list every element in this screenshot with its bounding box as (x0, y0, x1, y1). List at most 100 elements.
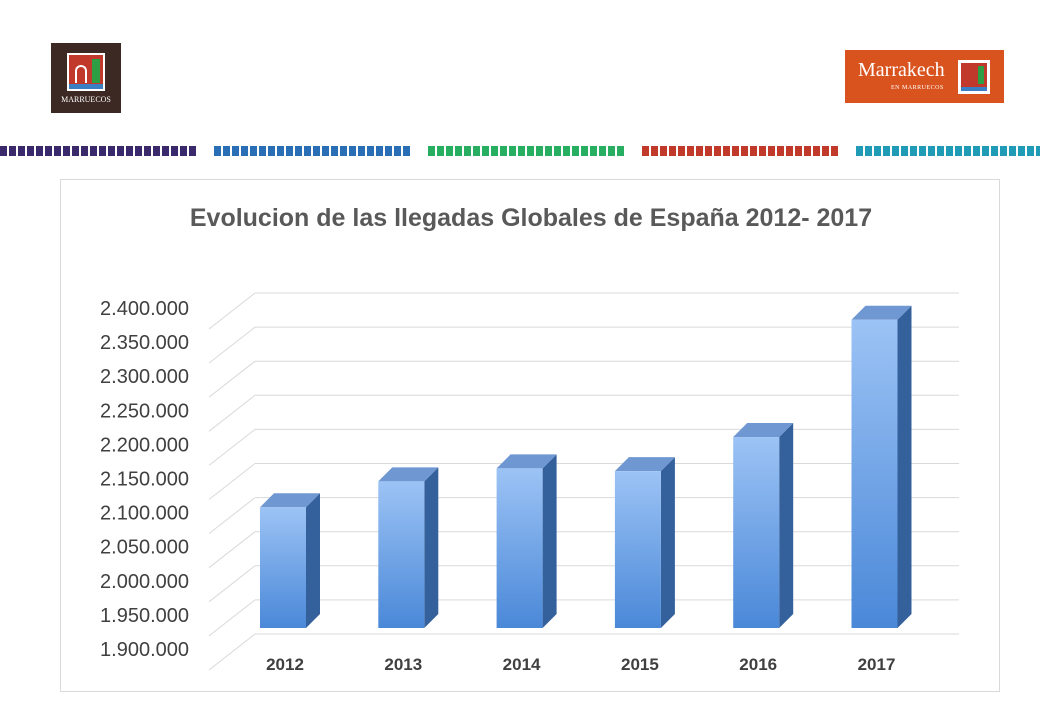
stripe-tile (81, 146, 88, 156)
x-tick-label: 2012 (266, 655, 304, 674)
bar-side (542, 454, 557, 628)
stripe-tile (322, 146, 329, 156)
stripe-tile (491, 146, 498, 156)
stripe-tile (223, 146, 230, 156)
bar-top (260, 493, 320, 508)
stripe-tile (403, 146, 410, 156)
decorative-mosaic-stripe (0, 146, 1040, 156)
bar-top (378, 467, 439, 482)
stripe-tile (135, 146, 142, 156)
bar-front (851, 319, 898, 628)
stripe-tile (108, 146, 115, 156)
y-tick-label: 2.150.000 (100, 469, 189, 491)
stripe-tile (473, 146, 480, 156)
bar-2016 (733, 423, 794, 628)
y-tick-label: 2.400.000 (100, 298, 189, 320)
stripe-tile (883, 146, 890, 156)
stripe-tile (545, 146, 552, 156)
x-tick-label: 2013 (384, 655, 422, 674)
gridline-side (208, 531, 256, 569)
marruecos-emblem-icon (67, 53, 105, 91)
stripe-tile (768, 146, 775, 156)
y-tick-label: 2.300.000 (100, 366, 189, 388)
stripe-tile (268, 146, 275, 156)
stripe-tile (117, 146, 124, 156)
marruecos-logo: MARRUECOS (51, 43, 121, 113)
stripe-tile (714, 146, 721, 156)
bar-side (660, 457, 675, 628)
stripe-tile (973, 146, 980, 156)
gridline-side (208, 497, 256, 534)
stripe-tile (1009, 146, 1016, 156)
y-tick-label: 2.000.000 (100, 571, 189, 593)
stripe-tile (500, 146, 507, 156)
stripe-tile (394, 146, 401, 156)
stripe-tile (428, 146, 435, 156)
stripe-tile (669, 146, 676, 156)
stripe-tile (455, 146, 462, 156)
stripe-tile (822, 146, 829, 156)
stripe-tile (946, 146, 953, 156)
arrivals-bar-chart: Evolucion de las llegadas Globales de Es… (100, 204, 959, 674)
bar-top (851, 305, 912, 320)
stripe-tile (63, 146, 70, 156)
stripe-tile (349, 146, 356, 156)
stripe-tile (340, 146, 347, 156)
stripe-tile (99, 146, 106, 156)
stripe-tile (509, 146, 516, 156)
stripe-tile (259, 146, 266, 156)
stripe-tile (1036, 146, 1040, 156)
stripe-tile (90, 146, 97, 156)
stripe-tile (313, 146, 320, 156)
y-tick-label: 2.350.000 (100, 332, 189, 354)
x-tick-label: 2016 (739, 655, 777, 674)
stripe-tile (171, 146, 178, 156)
stripe-tile (277, 146, 284, 156)
stripe-tile (295, 146, 302, 156)
stripe-tile (865, 146, 872, 156)
y-tick-label: 2.250.000 (100, 400, 189, 422)
stripe-tile (162, 146, 169, 156)
stripe-tile (18, 146, 25, 156)
stripe-tile (813, 146, 820, 156)
stripe-tile (464, 146, 471, 156)
stripe-tile (723, 146, 730, 156)
stripe-tile (892, 146, 899, 156)
stripe-tile (367, 146, 374, 156)
stripe-tile (750, 146, 757, 156)
stripe-tile (153, 146, 160, 156)
marrakech-emblem-icon (958, 60, 990, 94)
gridline-side (208, 429, 256, 466)
bar-2013 (378, 467, 439, 628)
stripe-tile (599, 146, 606, 156)
stripe-tile (126, 146, 133, 156)
stripe-tile (856, 146, 863, 156)
stripe-tile (1018, 146, 1025, 156)
stripe-tile (919, 146, 926, 156)
y-tick-label: 2.200.000 (100, 434, 189, 456)
x-tick-label: 2014 (503, 655, 541, 674)
chart-title: Evolucion de las llegadas Globales de Es… (190, 204, 872, 232)
marrakech-logo-subtitle: EN MARRUECOS (891, 85, 944, 91)
stripe-tile (54, 146, 61, 156)
stripe-tile (617, 146, 624, 156)
stripe-tile (901, 146, 908, 156)
bar-side (897, 305, 912, 628)
stripe-tile (660, 146, 667, 156)
bar-front (378, 481, 425, 628)
stripe-tile (358, 146, 365, 156)
gridline-side (208, 360, 256, 398)
stripe-tile (518, 146, 525, 156)
stripe-tile (804, 146, 811, 156)
stripe-tile (527, 146, 534, 156)
stripe-tile (937, 146, 944, 156)
gridline-side (208, 599, 256, 637)
stripe-tile (991, 146, 998, 156)
stripe-tile (286, 146, 293, 156)
stripe-tile (45, 146, 52, 156)
x-tick-label: 2015 (621, 655, 659, 674)
stripe-tile (563, 146, 570, 156)
stripe-tile (437, 146, 444, 156)
x-tick-label: 2017 (858, 655, 896, 674)
y-tick-label: 2.050.000 (100, 537, 189, 559)
